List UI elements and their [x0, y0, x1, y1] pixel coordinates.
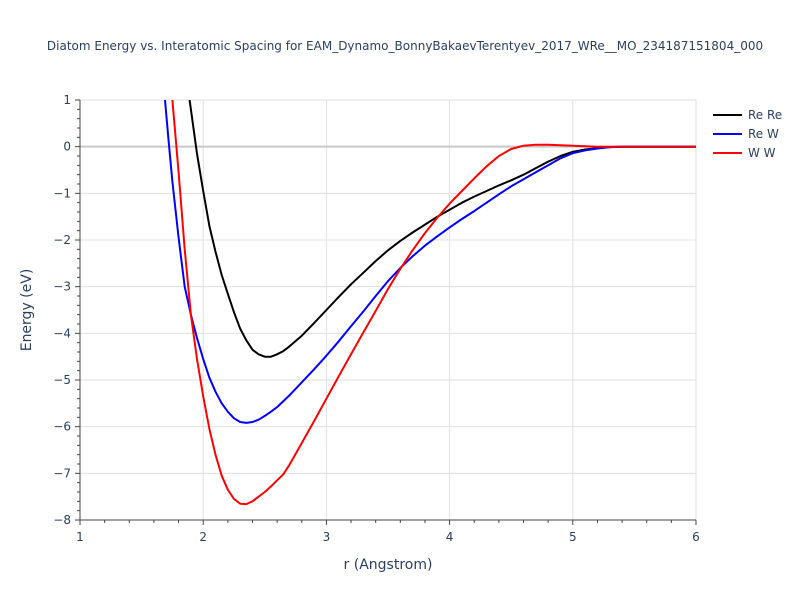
legend-item-w-w[interactable]: W W [713, 146, 776, 160]
series-lines [164, 100, 696, 506]
y-tick-label: −4 [53, 326, 71, 340]
x-tick-label: 6 [692, 530, 700, 544]
series-line-re-w [164, 100, 696, 424]
legend: Re Re Re W W W [713, 108, 782, 160]
axes: 1 2 3 4 5 6 1 0 −1 −2 −3 −4 −5 −6 −7 −8 [53, 93, 700, 544]
x-tick-label: 1 [76, 530, 84, 544]
y-tick-label: −6 [53, 420, 71, 434]
legend-label: W W [748, 146, 776, 160]
y-tick-label: −2 [53, 233, 71, 247]
y-tick-label: −1 [53, 186, 71, 200]
y-tick-label: −5 [53, 373, 71, 387]
y-tick-label: −3 [53, 280, 71, 294]
legend-label: Re Re [748, 108, 782, 122]
x-tick-label: 3 [323, 530, 331, 544]
legend-label: Re W [748, 127, 779, 141]
chart-title: Diatom Energy vs. Interatomic Spacing fo… [47, 39, 763, 53]
grid [80, 99, 697, 520]
y-tick-label: −8 [53, 513, 71, 527]
legend-item-re-re[interactable]: Re Re [713, 108, 782, 122]
x-tick-label: 2 [199, 530, 207, 544]
series-line-w-w [171, 100, 696, 506]
x-axis-label: r (Angstrom) [344, 557, 433, 573]
x-tick-label: 4 [446, 530, 454, 544]
y-tick-label: 0 [63, 140, 71, 154]
y-tick-label: 1 [63, 93, 71, 107]
y-axis-label: Energy (eV) [19, 269, 35, 352]
legend-item-re-w[interactable]: Re W [713, 127, 779, 141]
y-tick-label: −7 [53, 466, 71, 480]
series-line-re-re [188, 100, 696, 358]
x-tick-label: 5 [569, 530, 577, 544]
